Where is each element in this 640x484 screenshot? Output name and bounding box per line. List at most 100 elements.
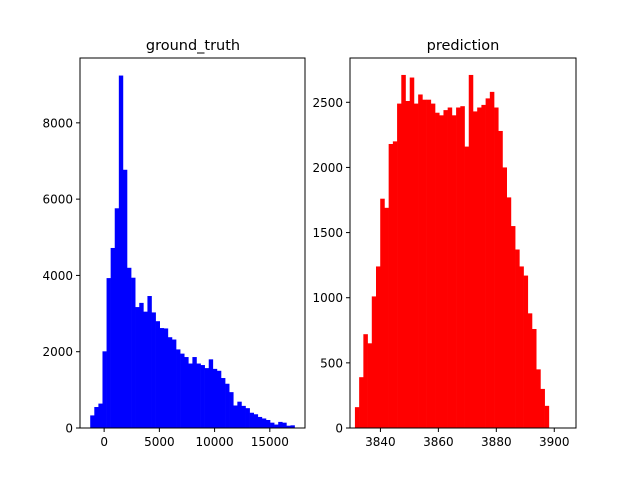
ground-truth-bar [94,407,99,428]
ground-truth-y-tick-label: 8000 [42,116,73,130]
ground-truth-bar [265,419,271,428]
ground-truth-bar [290,425,295,428]
prediction-bar [371,296,377,428]
prediction-x-tick-label: 3860 [423,435,454,449]
prediction-bar [510,226,516,428]
prediction-bar [409,77,415,428]
prediction-bar [354,407,360,428]
ground-truth-bar [253,414,259,428]
ground-truth-bar [261,418,267,428]
prediction-bar [456,107,461,428]
prediction-bar [367,343,373,428]
ground-truth-bar [221,378,226,428]
ground-truth-bar [159,328,165,428]
prediction-bar [489,91,495,429]
ground-truth-bar [118,75,124,429]
ground-truth-bar [233,405,238,428]
ground-truth-bar [241,405,246,428]
ground-truth-bar [139,302,144,428]
ground-truth-bar [143,311,148,428]
prediction-bar [531,328,537,428]
ground-truth-frame [79,57,306,429]
ground-truth-bar [106,278,111,428]
ground-truth-y-tick-label: 0 [65,422,73,436]
prediction-bar [392,141,398,428]
ground-truth-bar [147,296,152,428]
prediction-bar [468,74,474,428]
ground-truth-x-tick-label: 0 [100,435,108,449]
prediction-bar [464,146,470,428]
prediction-y-tick-label: 1500 [312,226,343,240]
prediction-bar [485,98,491,428]
ground-truth-bar [98,403,103,428]
prediction-bar [519,266,524,428]
ground-truth-bar [196,363,201,428]
ground-truth-bar [176,349,181,428]
ground-truth-bar [171,339,177,428]
ground-truth-bar [163,328,169,428]
prediction-y-tick-label: 0 [335,422,343,436]
prediction-bar [439,115,444,428]
prediction-bar [418,94,423,428]
ground-truth-bar [188,363,193,428]
prediction-x-tick-label: 3900 [539,435,570,449]
prediction-bar [540,388,545,428]
ground-truth-bars [90,75,295,429]
ground-truth-bar [114,208,120,428]
prediction-bar [498,130,503,428]
ground-truth-bar [102,351,107,428]
ground-truth-y-tick-label: 4000 [42,269,73,283]
ground-truth-bar [200,365,205,428]
prediction-bar [502,167,507,428]
prediction-bar [376,266,381,428]
prediction-y-tick-label: 2000 [312,161,343,175]
ground-truth-bar [151,312,156,428]
ground-truth-x-tick-label: 10000 [195,435,233,449]
prediction-bar [544,405,550,428]
prediction-bar [388,143,394,429]
prediction-bar [405,100,411,429]
prediction-bar [443,110,448,429]
prediction-panel: prediction 3840 3860 3880 3900 0 500 1000 1500 2… [312,38,577,449]
prediction-bar [472,111,478,429]
prediction-title: prediction [427,38,500,54]
prediction-y-tick-label: 1000 [312,291,343,305]
ground-truth-bar [216,370,222,428]
ground-truth-bar [127,267,132,428]
ground-truth-bar [122,169,128,428]
ground-truth-panel: ground_truth 0 5000 10000 15000 0 2000 4000 600… [42,38,306,449]
prediction-bar [447,107,453,428]
prediction-bar [435,112,440,428]
ground-truth-bar [192,357,197,428]
ground-truth-bar [155,321,160,428]
ground-truth-bar [237,401,242,428]
ground-truth-bar [249,412,254,428]
ground-truth-bar [282,422,287,428]
prediction-bar [359,377,364,428]
prediction-frame [349,57,577,429]
ground-truth-bar [245,408,250,428]
prediction-y-tick-label: 2500 [312,96,343,110]
ground-truth-bar [225,383,230,428]
ground-truth-bar [131,277,136,428]
ground-truth-bar [278,421,283,428]
prediction-bar [426,99,432,428]
prediction-bar [401,74,406,428]
ground-truth-y-tick-label: 2000 [42,345,73,359]
ground-truth-bar [184,357,189,428]
ground-truth-bar [90,415,95,428]
prediction-bar [460,106,465,428]
ground-truth-x-tick-label: 5000 [144,435,175,449]
ground-truth-bar [229,392,234,428]
prediction-bar [430,103,436,428]
ground-truth-bar [208,359,214,428]
prediction-bar [422,99,427,428]
ground-truth-bar [270,422,275,428]
prediction-bar [527,313,533,428]
prediction-bar [523,275,529,428]
prediction-bar [506,197,512,428]
ground-truth-bar [204,368,210,428]
ground-truth-bar [257,416,263,428]
prediction-bar [380,198,385,428]
